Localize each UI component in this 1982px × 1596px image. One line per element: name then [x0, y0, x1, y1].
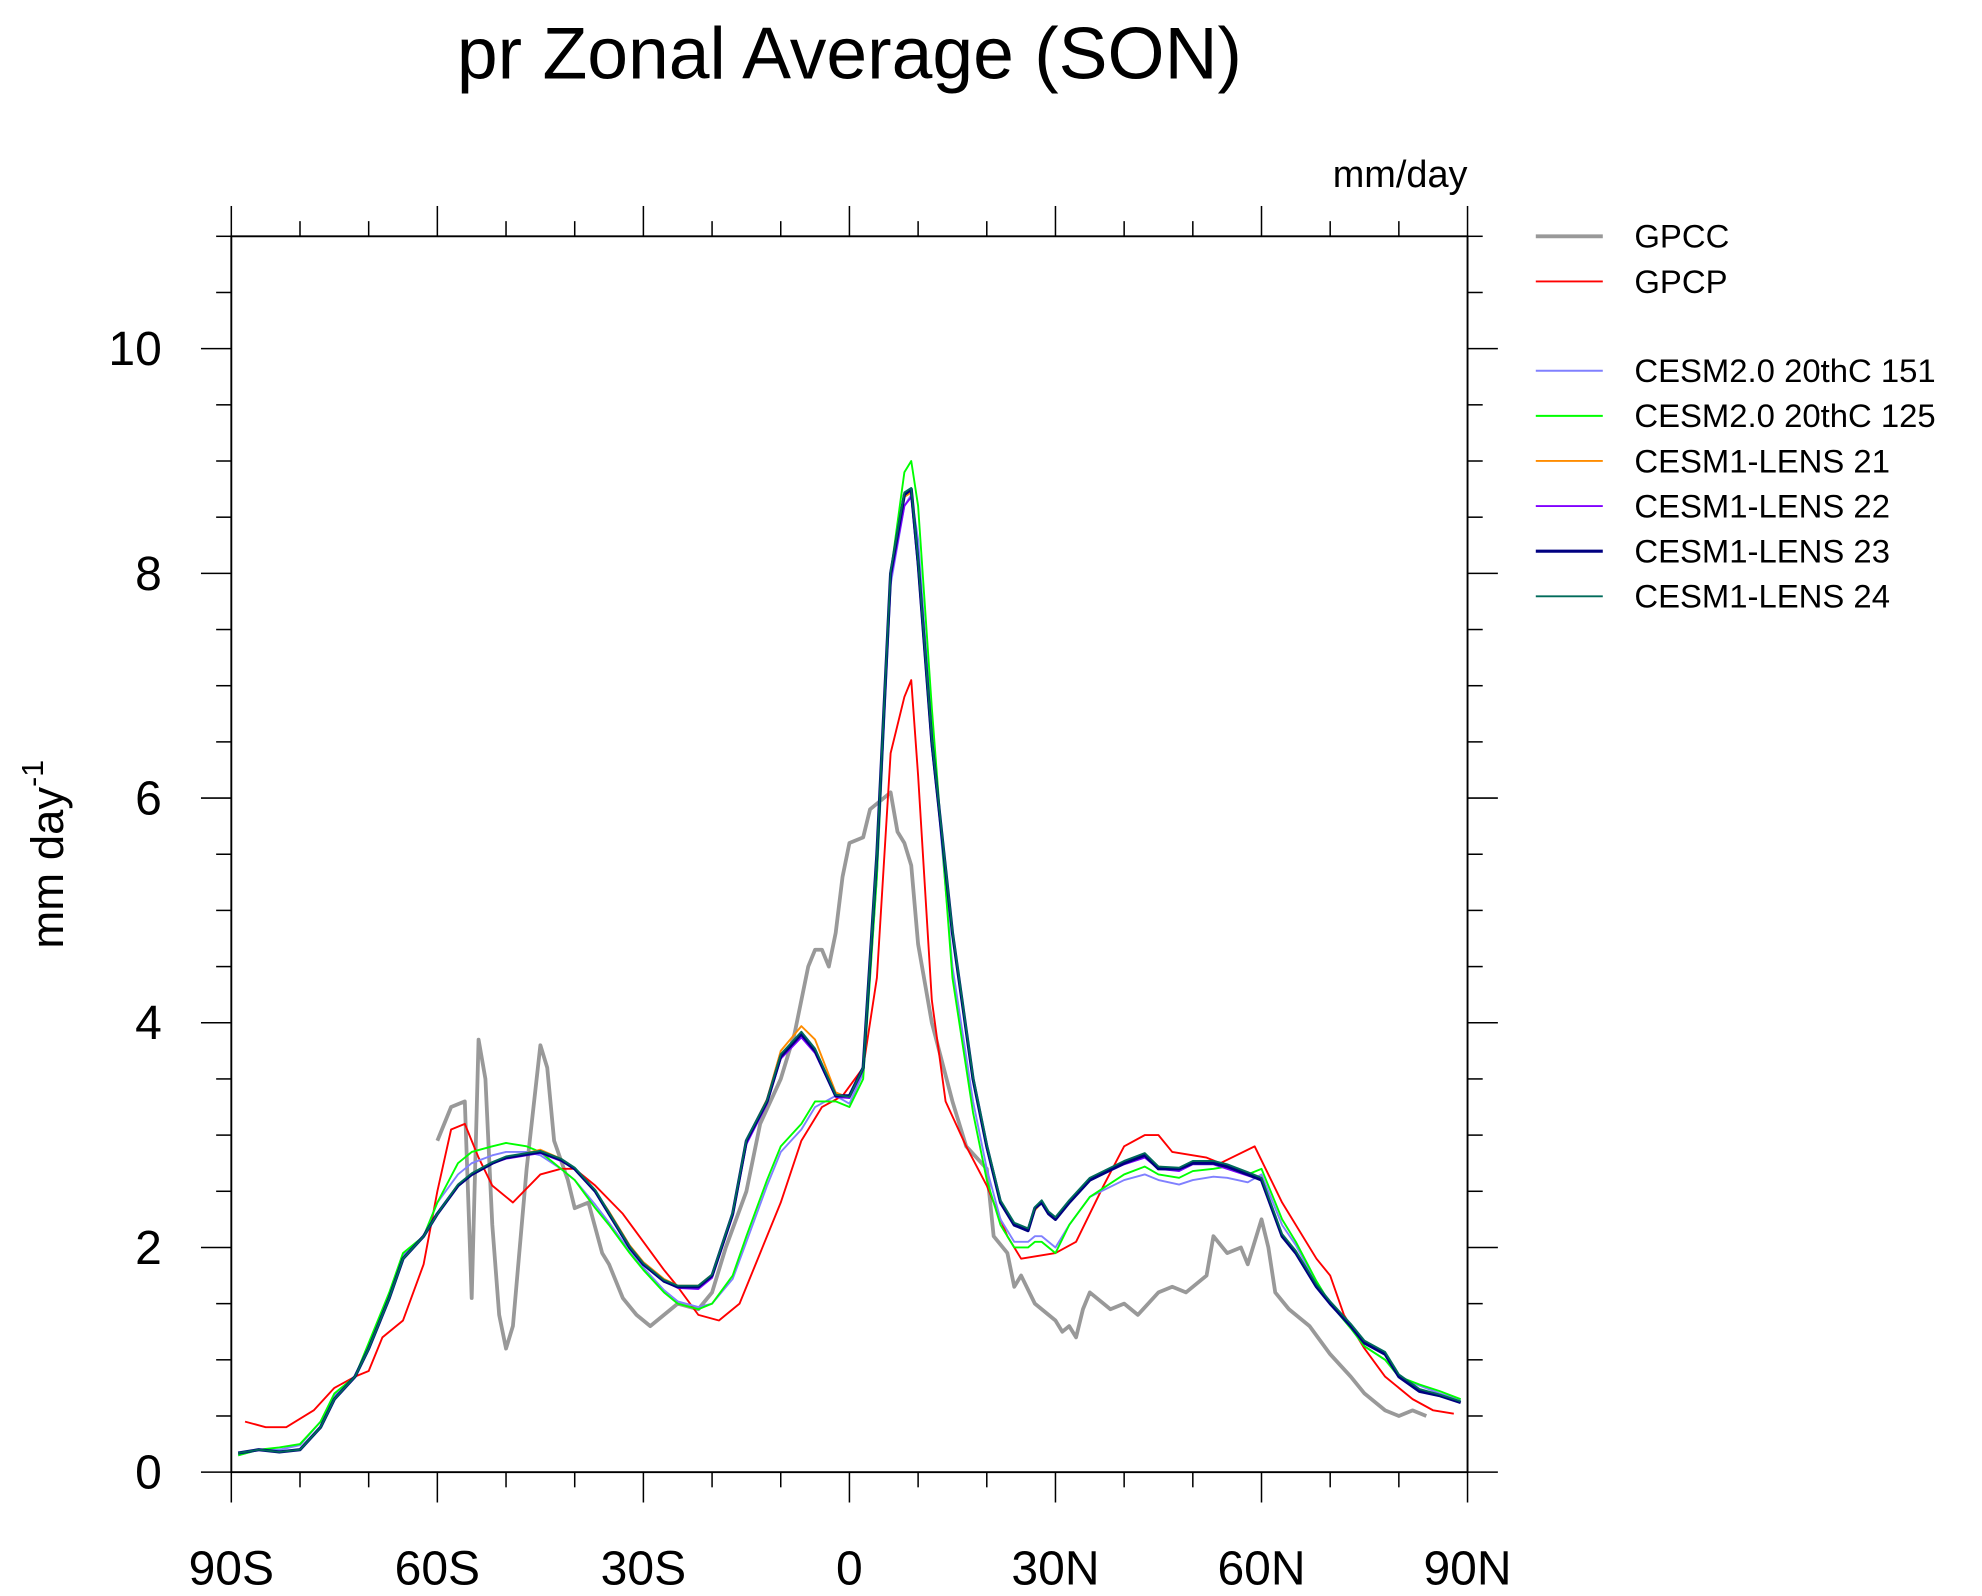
- y-axis-label-superscript: -1: [17, 760, 50, 787]
- chart-title: pr Zonal Average (SON): [457, 12, 1242, 94]
- x-tick-label: 30S: [601, 1543, 686, 1596]
- y-tick-label: 2: [135, 1222, 162, 1275]
- y-tick-label: 10: [108, 323, 161, 376]
- legend-label: CESM1-LENS 22: [1634, 487, 1890, 524]
- series-line: [238, 487, 1461, 1455]
- legend-label: CESM2.0 20thC 125: [1634, 397, 1935, 434]
- x-tick-label: 60S: [395, 1543, 480, 1596]
- series-line: [435, 790, 1428, 1418]
- legend-label: CESM1-LENS 24: [1634, 578, 1890, 615]
- x-tick-label: 90S: [189, 1543, 274, 1596]
- series-line: [237, 460, 1462, 1457]
- x-tick-label: 60N: [1217, 1543, 1305, 1596]
- series-line: [237, 487, 1462, 1455]
- x-tick-label: 0: [836, 1543, 863, 1596]
- series-line: [244, 679, 1454, 1429]
- y-tick-label: 8: [135, 548, 162, 601]
- legend-label: CESM1-LENS 21: [1634, 442, 1890, 479]
- series-line: [238, 496, 1461, 1455]
- y-axis-label-text: mm day: [22, 787, 73, 949]
- legend-label: GPCC: [1634, 218, 1729, 255]
- legend-label: CESM2.0 20thC 151: [1634, 352, 1935, 389]
- units-label: mm/day: [1333, 154, 1468, 196]
- y-tick-label: 6: [135, 772, 162, 825]
- y-axis-label: mm day-1: [17, 760, 73, 949]
- legend-label: CESM1-LENS 23: [1634, 533, 1890, 570]
- x-tick-label: 90N: [1423, 1543, 1511, 1596]
- y-tick-label: 0: [135, 1447, 162, 1500]
- legend-label: GPCP: [1634, 263, 1727, 300]
- plot-frame: [230, 235, 1469, 1474]
- series-line: [237, 493, 1461, 1457]
- series-line: [238, 491, 1461, 1455]
- x-tick-label: 30N: [1011, 1543, 1099, 1596]
- y-tick-label: 4: [135, 997, 162, 1050]
